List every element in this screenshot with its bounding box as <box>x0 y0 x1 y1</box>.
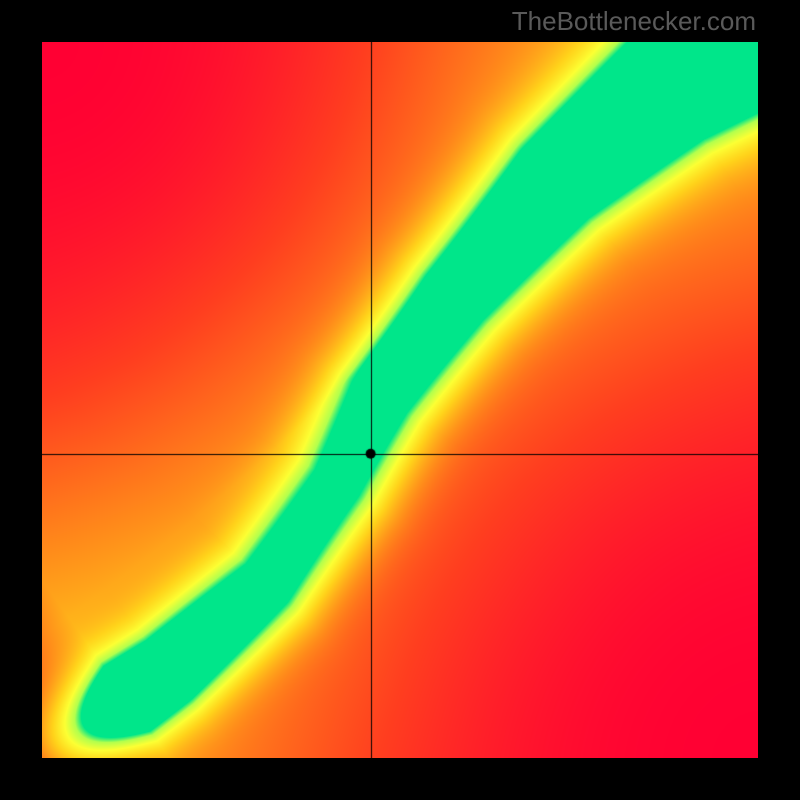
crosshair-overlay <box>42 42 758 758</box>
chart-container: TheBottlenecker.com <box>0 0 800 800</box>
watermark-text: TheBottlenecker.com <box>512 6 756 37</box>
